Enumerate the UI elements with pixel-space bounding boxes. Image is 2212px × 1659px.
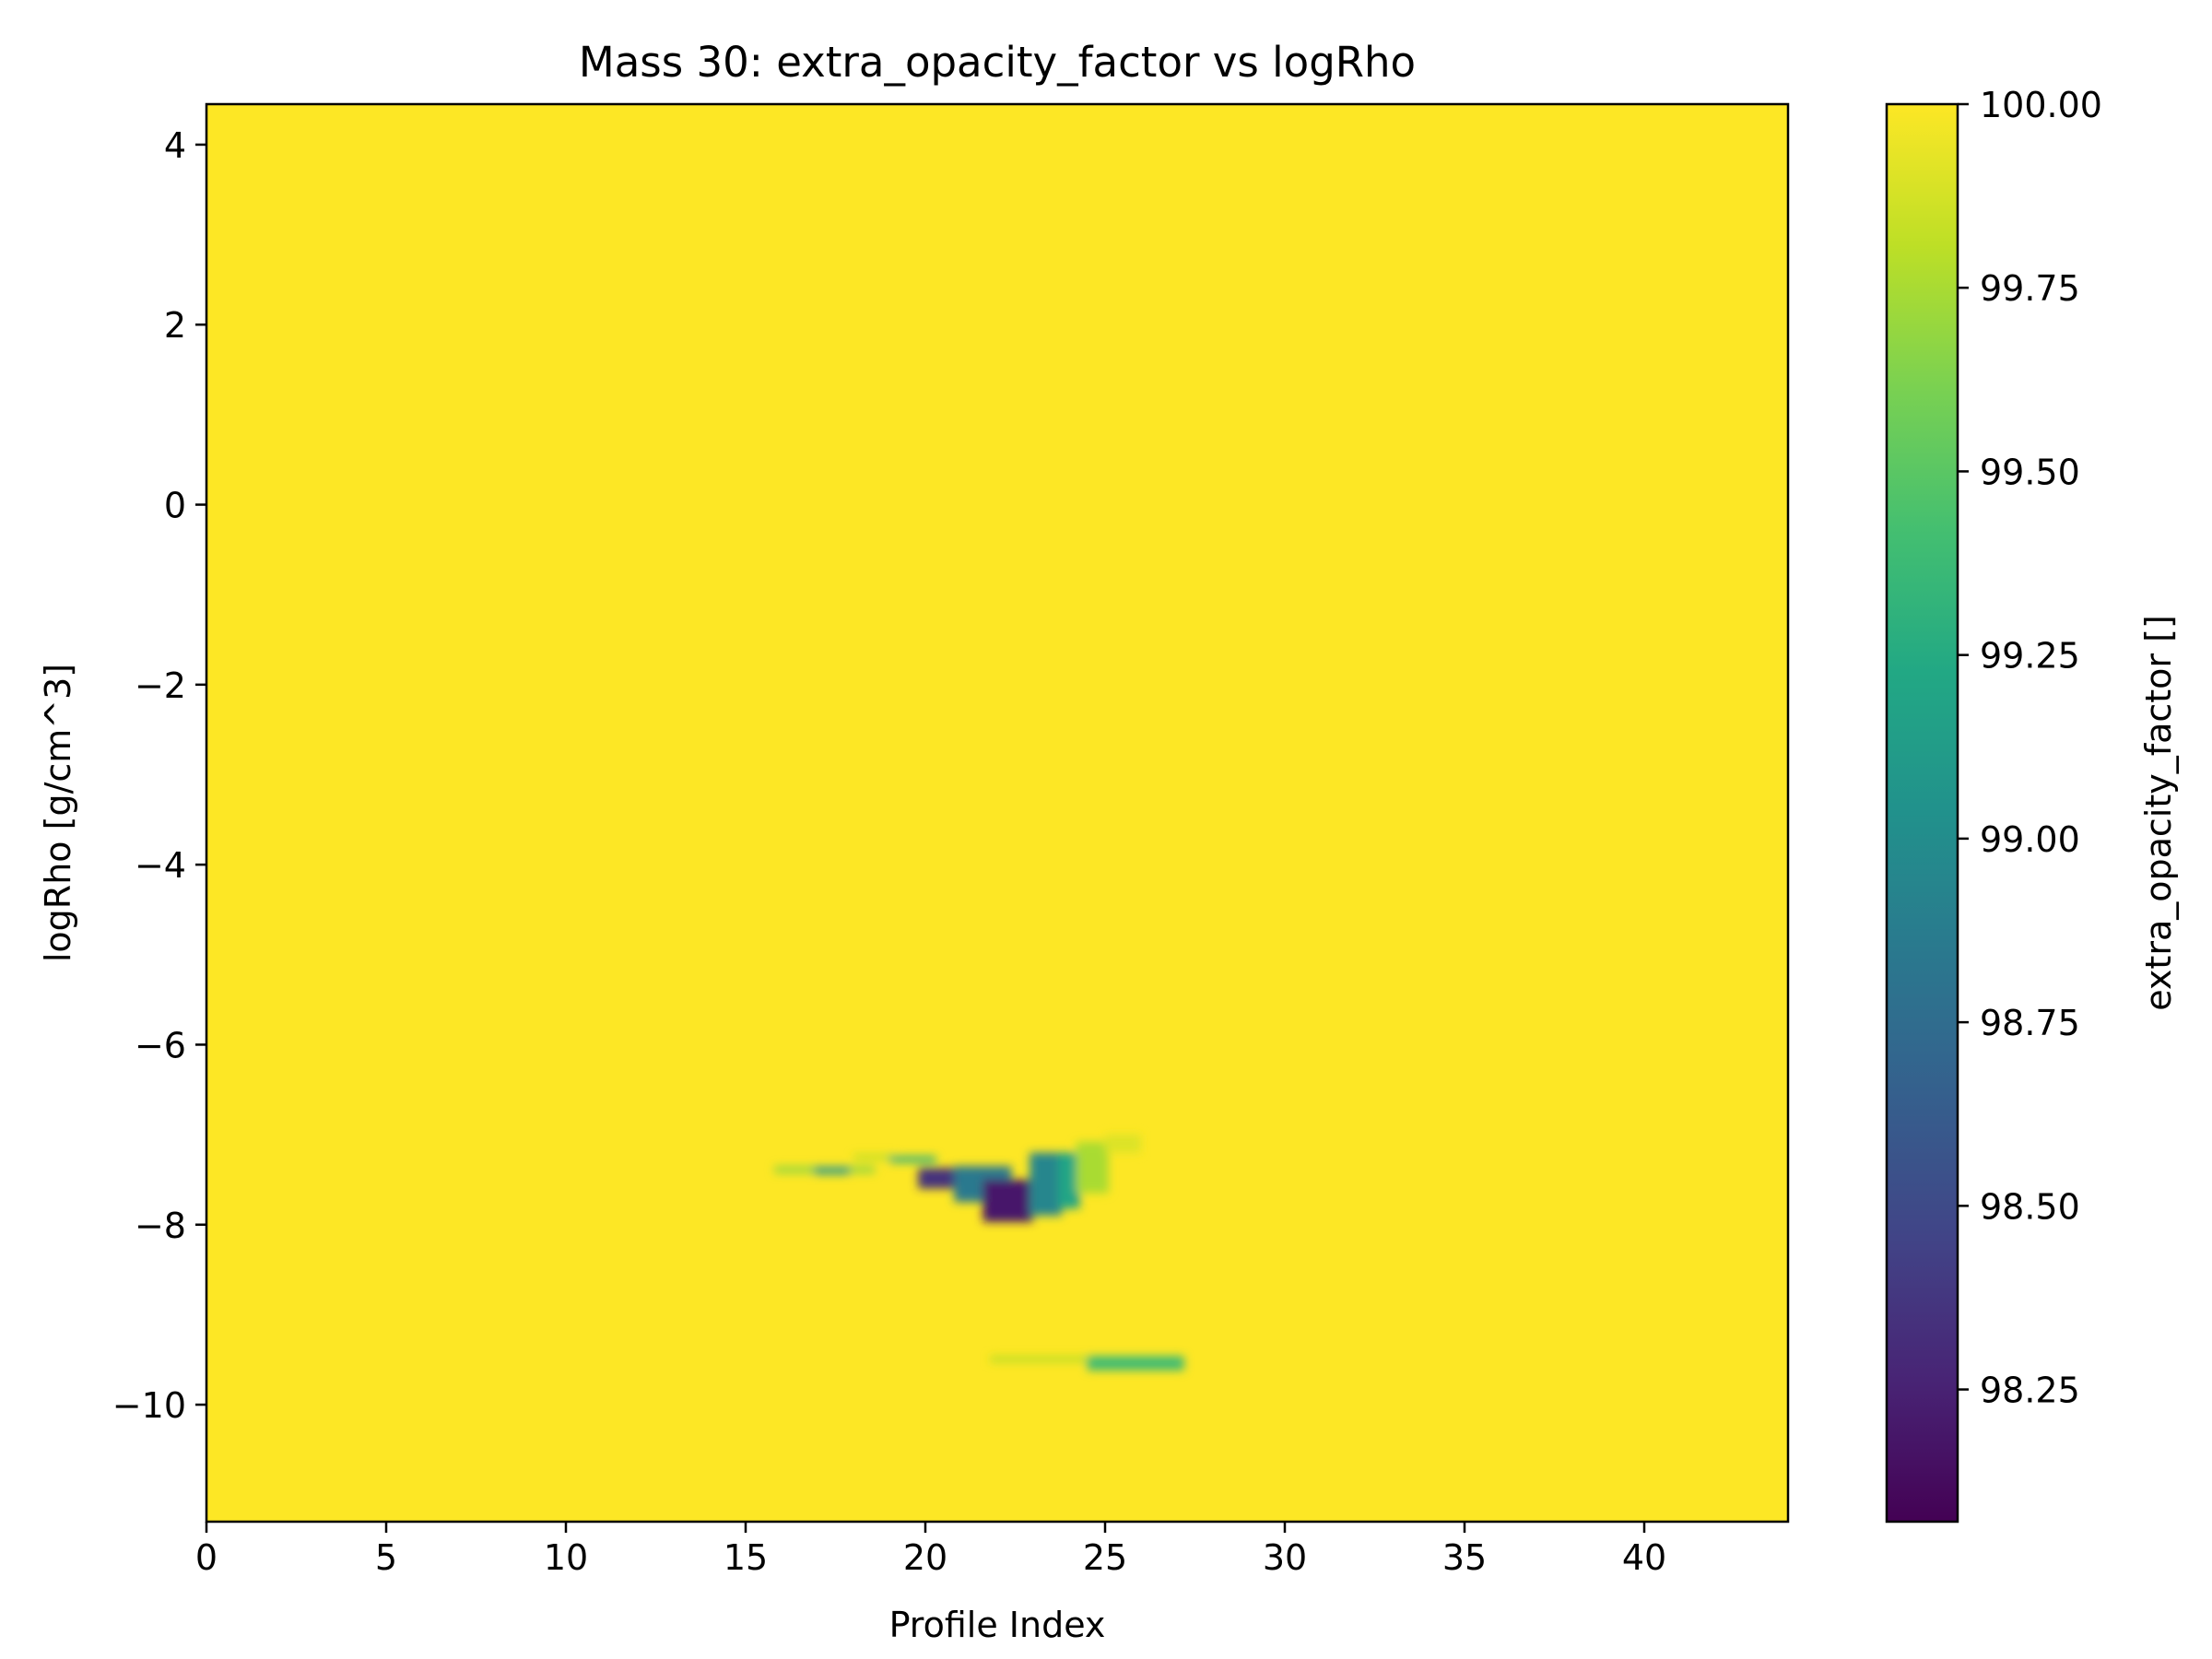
x-tick-label: 0 xyxy=(195,1537,218,1578)
plot-frame xyxy=(205,102,1790,1524)
heatmap-features xyxy=(774,1135,1184,1371)
colorbar-axis: 100.00 99.75 99.50 99.25 99.00 98.75 98.50 98.2… xyxy=(1958,85,2102,1411)
colorbar-tick-label: 99.75 xyxy=(1980,268,2080,309)
y-tick-label: −10 xyxy=(112,1385,186,1426)
heatmap-cell xyxy=(918,1168,961,1189)
y-tick-label: −2 xyxy=(135,665,186,706)
plot-background xyxy=(206,104,1788,1522)
colorbar-tick-label: 100.00 xyxy=(1980,85,2102,125)
x-tick-label: 35 xyxy=(1442,1537,1487,1578)
y-tick-label: −4 xyxy=(135,845,186,886)
x-axis-label: Profile Index xyxy=(889,1605,1106,1645)
heatmap-cell xyxy=(889,1156,936,1163)
chart-title: Mass 30: extra_opacity_factor vs logRho xyxy=(579,38,1416,87)
heatmap-cell xyxy=(1105,1135,1141,1153)
y-tick-label: 4 xyxy=(164,125,186,166)
x-tick-label: 15 xyxy=(724,1537,768,1578)
x-tick-label: 5 xyxy=(375,1537,397,1578)
heatmap-cell xyxy=(853,1154,897,1160)
colorbar-tick-label: 98.50 xyxy=(1980,1186,2080,1227)
x-tick-label: 10 xyxy=(544,1537,588,1578)
colorbar-tick-label: 98.75 xyxy=(1980,1003,2080,1043)
colorbar-tick-label: 99.00 xyxy=(1980,819,2080,860)
colorbar-tick-label: 99.50 xyxy=(1980,452,2080,492)
colorbar xyxy=(1885,102,1959,1524)
y-tick-label: 2 xyxy=(164,305,186,346)
x-tick-label: 25 xyxy=(1083,1537,1127,1578)
y-tick-label: −8 xyxy=(135,1206,186,1246)
heatmap-cell xyxy=(982,1179,1033,1222)
heatmap-cell xyxy=(1058,1152,1080,1209)
x-tick-label: 30 xyxy=(1263,1537,1307,1578)
y-tick-label: 0 xyxy=(164,486,186,526)
x-axis: 0 5 10 15 20 25 30 35 40 xyxy=(195,1522,1666,1578)
heatmap-cell xyxy=(990,1356,1091,1363)
y-axis: 4 2 0 −2 −4 −6 −8 −10 xyxy=(112,125,206,1426)
heatmap-cell xyxy=(1087,1356,1184,1371)
heatmap-cell xyxy=(1030,1152,1063,1216)
colorbar-tick-label: 99.25 xyxy=(1980,636,2080,677)
heatmap-cell xyxy=(814,1167,851,1175)
colorbar-tick-label: 98.25 xyxy=(1980,1371,2080,1411)
heatmap-cell xyxy=(1076,1141,1109,1194)
x-tick-label: 20 xyxy=(903,1537,947,1578)
colorbar-label: extra_opacity_factor [] xyxy=(2138,615,2179,1011)
y-axis-label: logRho [g/cm^3] xyxy=(38,664,78,962)
x-tick-label: 40 xyxy=(1622,1537,1666,1578)
y-tick-label: −6 xyxy=(135,1025,186,1065)
